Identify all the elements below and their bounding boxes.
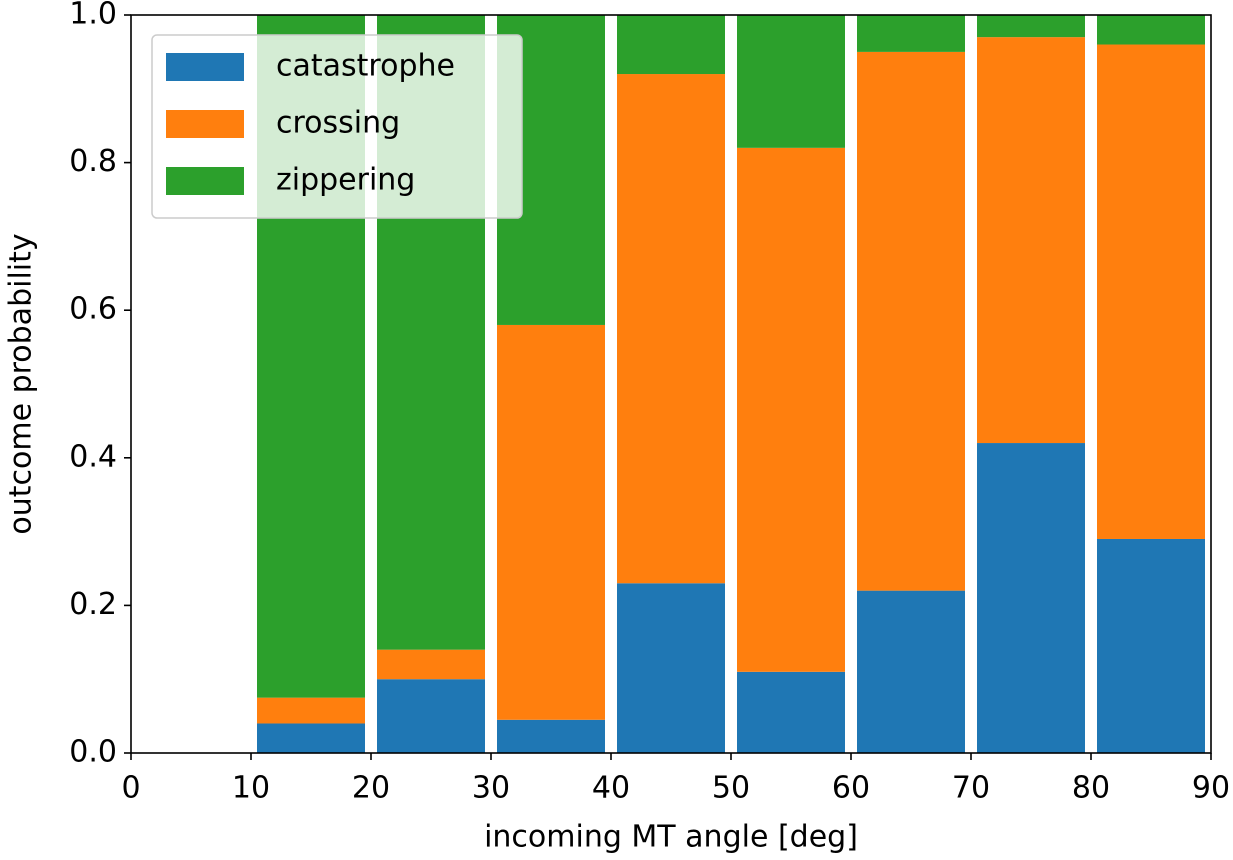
bar-segment: [617, 583, 725, 753]
bar-segment: [617, 74, 725, 584]
legend-swatch: [166, 53, 244, 81]
x-tick-label: 10: [232, 771, 270, 806]
bar-segment: [497, 324, 605, 720]
bar-segment: [1097, 538, 1205, 753]
bar-segment: [377, 679, 485, 753]
bar-segment: [377, 649, 485, 680]
y-tick-label: 1.0: [69, 0, 117, 32]
y-tick-label: 0.4: [69, 439, 117, 474]
legend-label: crossing: [276, 106, 400, 141]
legend-swatch: [166, 110, 244, 138]
y-axis-label: outcome probability: [4, 233, 39, 534]
bar-segment: [857, 590, 965, 753]
bar-segment: [737, 147, 845, 672]
bar-segment: [977, 15, 1085, 38]
y-tick-label: 0.8: [69, 144, 117, 179]
x-tick-label: 40: [592, 771, 630, 806]
legend-label: catastrophe: [276, 49, 455, 84]
x-axis-label: incoming MT angle [deg]: [484, 820, 858, 855]
x-tick-label: 60: [832, 771, 870, 806]
x-tick-label: 30: [472, 771, 510, 806]
y-tick-label: 0.2: [69, 587, 117, 622]
x-tick-label: 70: [952, 771, 990, 806]
y-tick-label: 0.0: [69, 735, 117, 770]
x-tick-label: 80: [1072, 771, 1110, 806]
x-tick-label: 90: [1192, 771, 1230, 806]
bar-segment: [257, 697, 365, 724]
legend-box: [151, 34, 523, 219]
legend-label: zippering: [276, 163, 415, 198]
bar-segment: [857, 15, 965, 52]
bar-segment: [497, 719, 605, 753]
bar-segment: [257, 723, 365, 753]
bar-segment: [857, 51, 965, 591]
bar-segment: [737, 15, 845, 148]
bar-segment: [1097, 44, 1205, 539]
bar-segment: [977, 443, 1085, 753]
bar-segment: [617, 15, 725, 75]
bar-segment: [977, 37, 1085, 444]
x-tick-label: 20: [352, 771, 390, 806]
x-tick-label: 50: [712, 771, 750, 806]
y-tick-label: 0.6: [69, 292, 117, 327]
plot-frame: [130, 14, 1212, 754]
legend-swatch: [166, 167, 244, 195]
bar-segment: [1097, 15, 1205, 45]
bar-segment: [737, 671, 845, 753]
x-tick-label: 0: [121, 771, 140, 806]
